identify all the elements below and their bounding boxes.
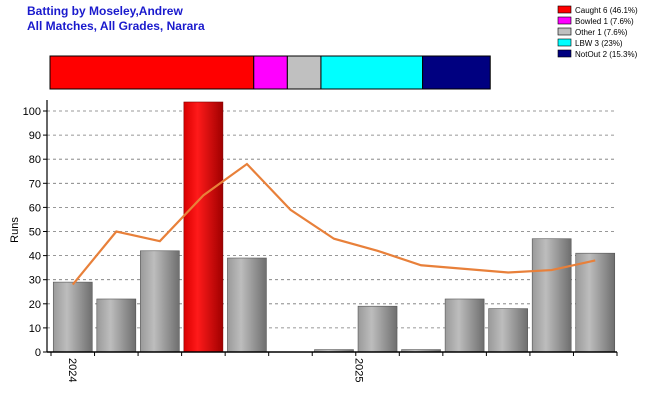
legend-entry: LBW 3 (23%)	[575, 39, 623, 48]
trend-line	[71, 162, 596, 286]
y-axis-ticks: 0 10 20 30 40 50 60 70 80 90 100	[23, 106, 47, 359]
y-tick-label: 40	[29, 251, 41, 263]
bar	[531, 238, 572, 353]
bar	[183, 101, 224, 353]
bar	[575, 252, 616, 353]
y-tick-label: 20	[29, 299, 41, 311]
legend-entry: Caught 6 (46.1%)	[575, 6, 638, 15]
x-tick-label: 2025	[353, 358, 365, 382]
bar	[227, 257, 267, 353]
dismissal-segment	[422, 55, 491, 90]
chart-title: Batting by Moseley,Andrew	[27, 4, 183, 18]
legend-entry: Bowled 1 (7.6%)	[575, 17, 634, 26]
y-tick-label: 30	[29, 275, 41, 287]
y-tick-label: 70	[29, 178, 41, 190]
legend-entry: NotOut 2 (15.3%)	[575, 50, 638, 59]
bar	[96, 298, 137, 353]
bar	[488, 308, 528, 353]
x-axis-ticks: 2024 2025	[50, 352, 618, 382]
dismissal-stacked-bar	[49, 55, 491, 90]
y-tick-label: 80	[29, 154, 41, 166]
legend-swatch	[557, 38, 572, 47]
chart-subtitle: All Matches, All Grades, Narara	[27, 19, 205, 33]
bars	[52, 101, 616, 353]
bar	[357, 305, 398, 353]
legend-swatch	[557, 27, 572, 36]
y-tick-label: 0	[35, 347, 41, 359]
dismissal-segment	[286, 55, 322, 90]
y-tick-label: 10	[29, 323, 41, 335]
y-tick-label: 50	[29, 227, 41, 239]
legend-entry: Other 1 (7.6%)	[575, 28, 628, 37]
dismissal-segment	[320, 55, 424, 90]
dismissal-segment	[49, 55, 255, 90]
y-tick-label: 100	[23, 106, 41, 118]
y-axis-label: Runs	[9, 217, 21, 243]
x-tick-label: 2024	[66, 358, 78, 382]
legend-swatch	[557, 5, 572, 14]
y-tick-label: 90	[29, 130, 41, 142]
bar	[140, 250, 180, 353]
bar	[444, 298, 485, 353]
legend-swatch	[557, 49, 572, 58]
dismissal-segment	[253, 55, 288, 90]
legend-swatch	[557, 16, 572, 25]
y-tick-label: 60	[29, 202, 41, 214]
bar	[52, 281, 93, 353]
legend: Caught 6 (46.1%) Bowled 1 (7.6%) Other 1 (…	[557, 5, 638, 59]
gridlines	[47, 110, 617, 329]
axes	[46, 100, 617, 353]
trend-series	[71, 162, 596, 286]
